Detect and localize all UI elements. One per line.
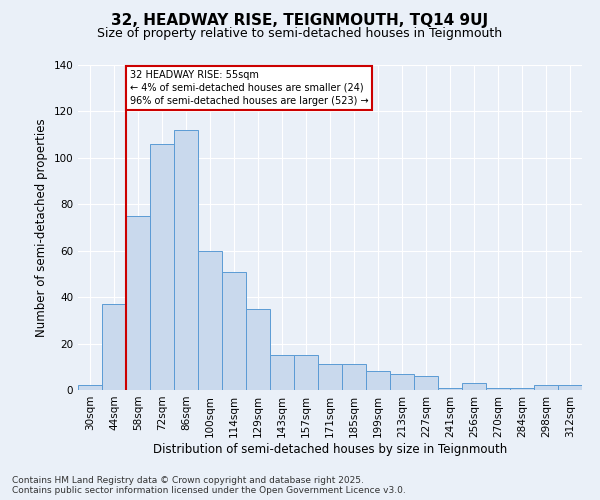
Bar xyxy=(222,272,246,390)
Bar xyxy=(414,376,438,390)
Bar xyxy=(318,364,342,390)
Bar xyxy=(438,388,462,390)
Y-axis label: Number of semi-detached properties: Number of semi-detached properties xyxy=(35,118,48,337)
Bar xyxy=(150,144,174,390)
Bar xyxy=(270,355,294,390)
Bar xyxy=(558,386,582,390)
Bar xyxy=(510,388,534,390)
Bar xyxy=(294,355,318,390)
Bar xyxy=(126,216,150,390)
Text: 32, HEADWAY RISE, TEIGNMOUTH, TQ14 9UJ: 32, HEADWAY RISE, TEIGNMOUTH, TQ14 9UJ xyxy=(112,12,488,28)
Bar xyxy=(174,130,198,390)
Text: Size of property relative to semi-detached houses in Teignmouth: Size of property relative to semi-detach… xyxy=(97,28,503,40)
Bar xyxy=(102,304,126,390)
Bar xyxy=(198,250,222,390)
Bar xyxy=(390,374,414,390)
Bar xyxy=(78,386,102,390)
Text: 32 HEADWAY RISE: 55sqm
← 4% of semi-detached houses are smaller (24)
96% of semi: 32 HEADWAY RISE: 55sqm ← 4% of semi-deta… xyxy=(130,70,368,106)
Bar xyxy=(534,386,558,390)
Bar xyxy=(462,383,486,390)
Text: Contains HM Land Registry data © Crown copyright and database right 2025.
Contai: Contains HM Land Registry data © Crown c… xyxy=(12,476,406,495)
Bar xyxy=(366,372,390,390)
Bar xyxy=(486,388,510,390)
X-axis label: Distribution of semi-detached houses by size in Teignmouth: Distribution of semi-detached houses by … xyxy=(153,442,507,456)
Bar xyxy=(246,309,270,390)
Bar xyxy=(342,364,366,390)
